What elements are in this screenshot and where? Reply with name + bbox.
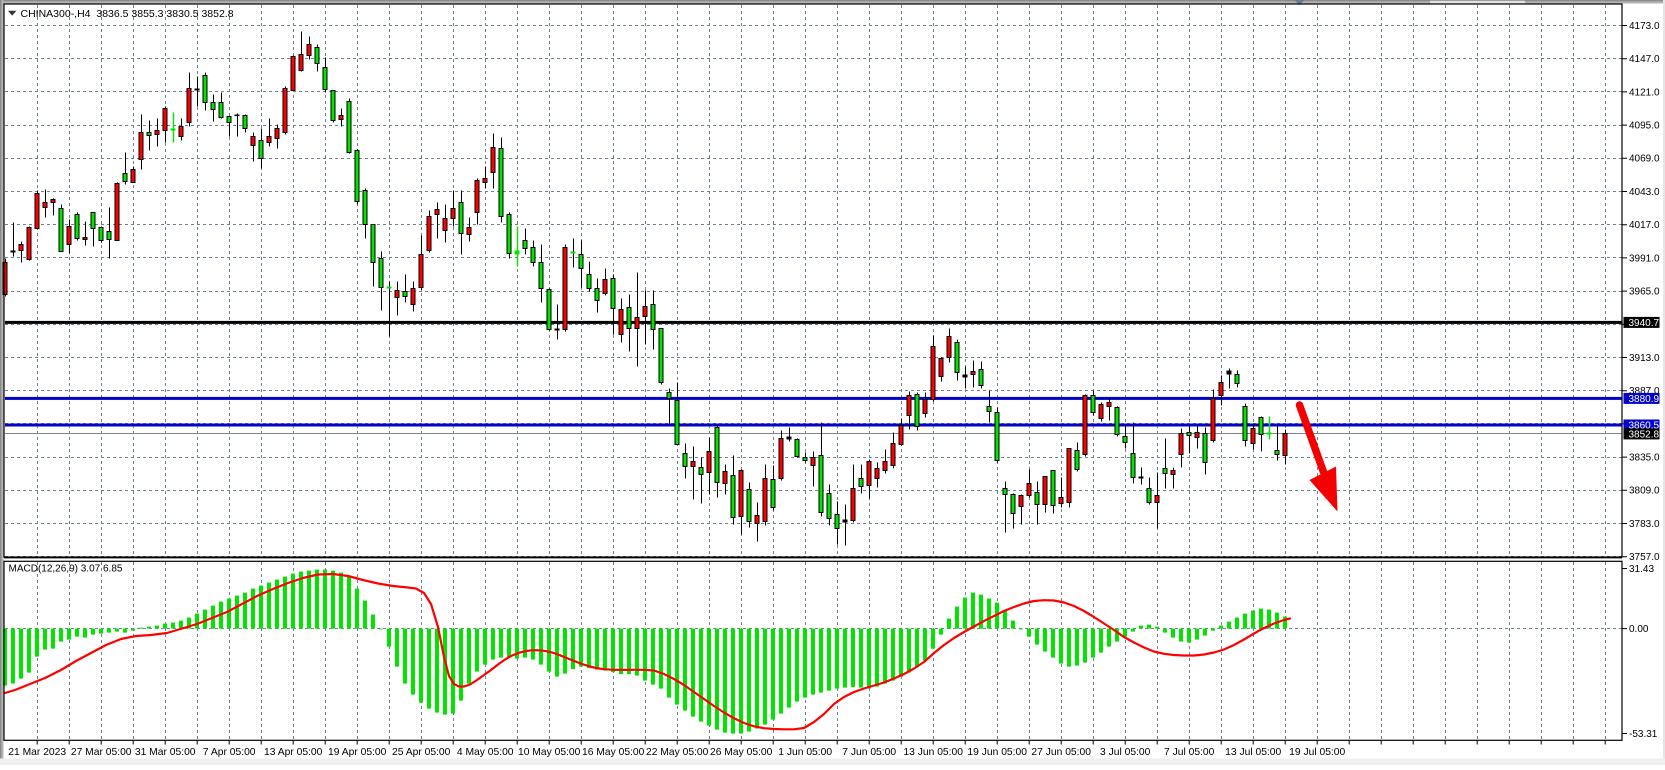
svg-text:25 Apr 05:00: 25 Apr 05:00 — [392, 747, 451, 758]
svg-text:3860.5: 3860.5 — [1629, 421, 1660, 432]
svg-text:21 Mar 2023: 21 Mar 2023 — [8, 747, 66, 758]
svg-text:3783.0: 3783.0 — [1629, 519, 1660, 530]
svg-text:-53.31: -53.31 — [1629, 729, 1658, 740]
svg-text:3940.7: 3940.7 — [1629, 318, 1660, 329]
svg-text:13 Jul 05:00: 13 Jul 05:00 — [1225, 747, 1281, 758]
svg-text:26 May 05:00: 26 May 05:00 — [710, 747, 773, 758]
svg-text:3835.0: 3835.0 — [1629, 453, 1660, 464]
svg-text:27 Mar 05:00: 27 Mar 05:00 — [71, 747, 132, 758]
svg-text:7 Apr 05:00: 7 Apr 05:00 — [203, 747, 256, 758]
svg-text:27 Jun 05:00: 27 Jun 05:00 — [1031, 747, 1091, 758]
svg-text:4017.0: 4017.0 — [1629, 220, 1660, 231]
svg-text:3965.0: 3965.0 — [1629, 287, 1660, 298]
svg-text:22 May 05:00: 22 May 05:00 — [646, 747, 709, 758]
svg-text:19 Jun 05:00: 19 Jun 05:00 — [967, 747, 1027, 758]
svg-text:MACD(12,26,9) 3.07 6.85: MACD(12,26,9) 3.07 6.85 — [9, 564, 123, 575]
svg-text:7 Jul 05:00: 7 Jul 05:00 — [1164, 747, 1215, 758]
svg-text:3887.0: 3887.0 — [1629, 386, 1660, 397]
svg-text:3880.9: 3880.9 — [1629, 394, 1660, 405]
svg-text:3913.0: 3913.0 — [1629, 353, 1660, 364]
svg-text:19 Apr 05:00: 19 Apr 05:00 — [328, 747, 387, 758]
svg-text:4043.0: 4043.0 — [1629, 187, 1660, 198]
svg-text:31 Mar 05:00: 31 Mar 05:00 — [135, 747, 196, 758]
svg-text:13 Jun 05:00: 13 Jun 05:00 — [903, 747, 963, 758]
svg-text:19 Jul 05:00: 19 Jul 05:00 — [1289, 747, 1345, 758]
svg-text:13 Apr 05:00: 13 Apr 05:00 — [264, 747, 323, 758]
svg-text:4069.0: 4069.0 — [1629, 154, 1660, 165]
svg-text:4095.0: 4095.0 — [1629, 121, 1660, 132]
svg-text:4121.0: 4121.0 — [1629, 87, 1660, 98]
svg-text:31.43: 31.43 — [1629, 564, 1654, 575]
svg-text:4147.0: 4147.0 — [1629, 54, 1660, 65]
svg-text:3 Jul 05:00: 3 Jul 05:00 — [1100, 747, 1151, 758]
svg-text:10 May 05:00: 10 May 05:00 — [518, 747, 581, 758]
svg-text:3809.0: 3809.0 — [1629, 486, 1660, 497]
svg-text:CHINA300-,H4 3836.5 3855.3 38: CHINA300-,H4 3836.5 3855.3 3830.5 3852.8 — [21, 8, 234, 20]
svg-text:16 May 05:00: 16 May 05:00 — [582, 747, 645, 758]
svg-text:4173.0: 4173.0 — [1629, 21, 1660, 32]
svg-text:0.00: 0.00 — [1629, 624, 1649, 635]
svg-text:3757.0: 3757.0 — [1629, 552, 1660, 563]
svg-text:1 Jun 05:00: 1 Jun 05:00 — [778, 747, 832, 758]
svg-text:3991.0: 3991.0 — [1629, 253, 1660, 264]
svg-text:7 Jun 05:00: 7 Jun 05:00 — [842, 747, 896, 758]
svg-text:4 May 05:00: 4 May 05:00 — [457, 747, 514, 758]
svg-text:3852.8: 3852.8 — [1629, 430, 1660, 441]
